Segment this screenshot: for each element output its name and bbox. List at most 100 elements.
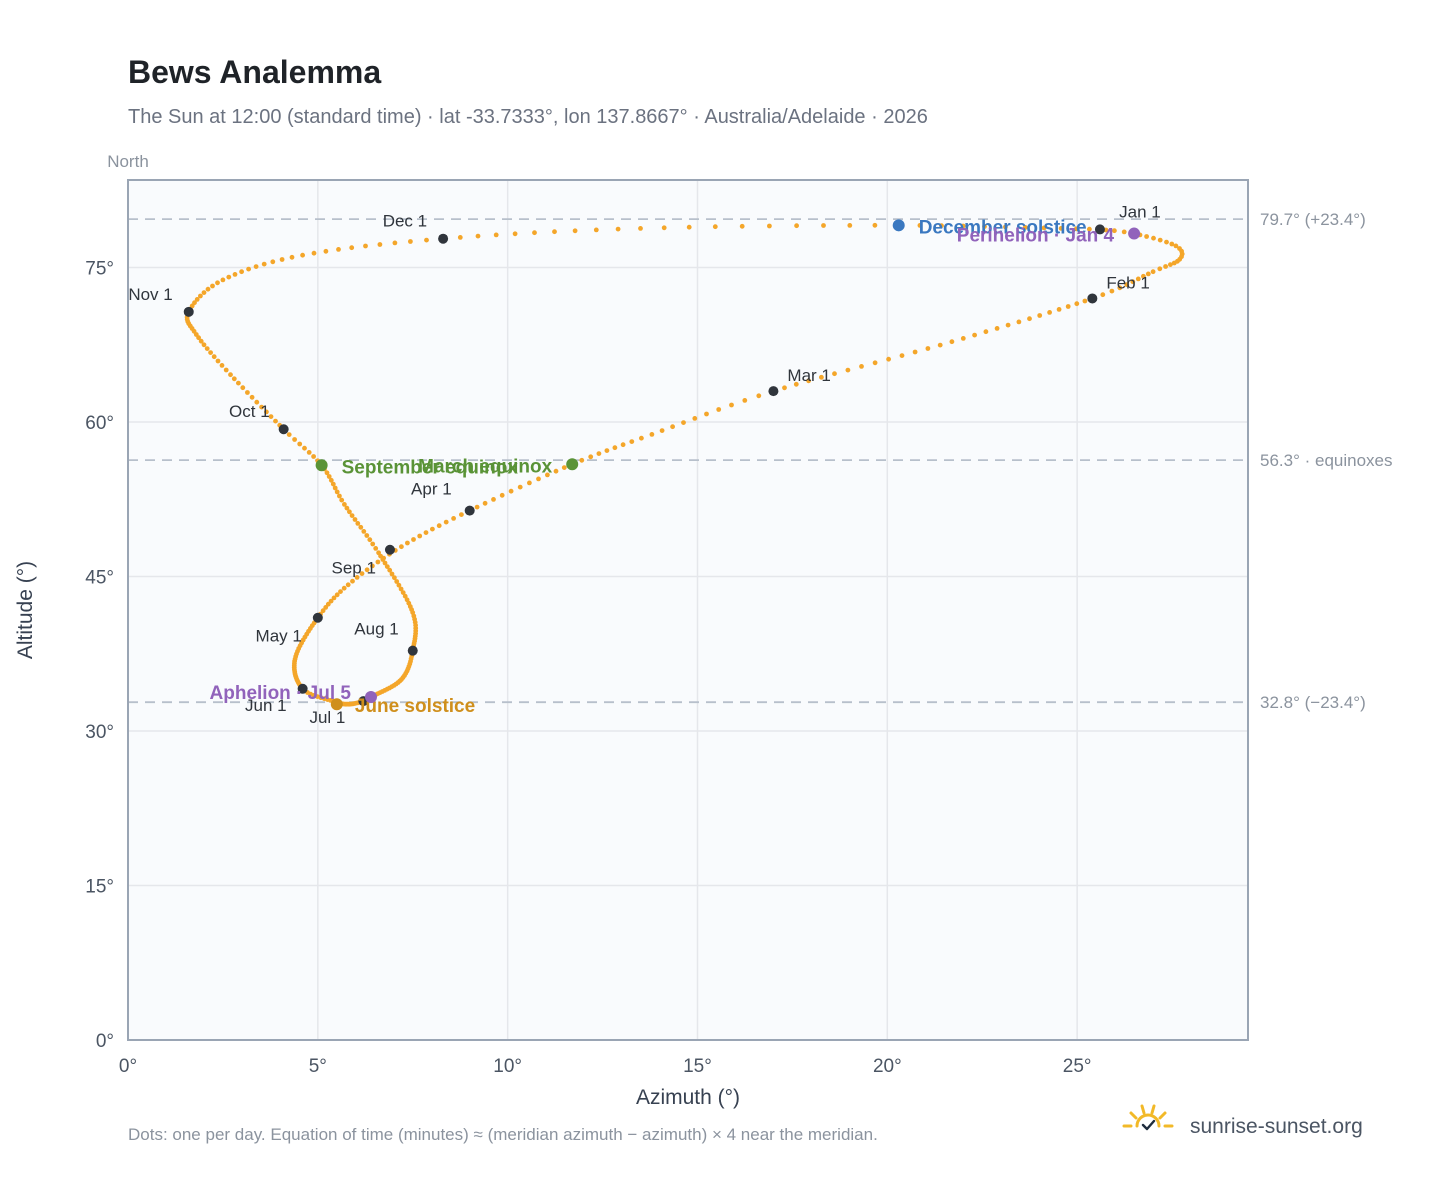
daily-dot bbox=[215, 280, 220, 286]
daily-dot bbox=[661, 225, 667, 231]
month-marker bbox=[312, 612, 323, 623]
x-tick-label: 15° bbox=[683, 1056, 712, 1077]
month-label: Oct 1 bbox=[229, 402, 270, 421]
daily-dot bbox=[859, 364, 864, 369]
daily-dot bbox=[1027, 316, 1032, 322]
daily-dot bbox=[286, 432, 292, 437]
daily-dot bbox=[373, 546, 379, 551]
daily-dot bbox=[1150, 269, 1156, 275]
daily-dot bbox=[387, 567, 393, 573]
daily-dot bbox=[436, 523, 442, 529]
x-axis-label: Azimuth (°) bbox=[636, 1086, 740, 1109]
daily-dot bbox=[192, 300, 197, 306]
daily-dot bbox=[361, 529, 367, 534]
daily-dot bbox=[375, 559, 381, 565]
daily-dot bbox=[339, 497, 345, 503]
daily-dot bbox=[1074, 301, 1080, 307]
daily-dot bbox=[1121, 229, 1127, 235]
daily-dot bbox=[349, 245, 355, 251]
daily-dot bbox=[886, 356, 891, 362]
month-marker bbox=[438, 233, 449, 244]
daily-dot bbox=[205, 286, 211, 292]
daily-dot bbox=[716, 407, 722, 412]
daily-dot bbox=[358, 524, 364, 530]
daily-dot bbox=[354, 575, 360, 580]
daily-dot bbox=[1151, 235, 1156, 241]
north-label: North bbox=[107, 152, 149, 171]
daily-dot bbox=[615, 226, 621, 232]
daily-dot bbox=[359, 571, 365, 576]
month-label: Jul 1 bbox=[309, 708, 345, 727]
daily-dot bbox=[273, 418, 278, 424]
chart-title: Bews Analemma bbox=[128, 54, 381, 90]
daily-dot bbox=[508, 488, 514, 494]
daily-dot bbox=[1074, 226, 1079, 232]
daily-dot bbox=[1144, 234, 1149, 239]
daily-dot bbox=[794, 223, 799, 229]
event-label: Aphelion · Jul 5 bbox=[210, 683, 352, 704]
daily-dot bbox=[344, 505, 350, 511]
daily-dot bbox=[756, 393, 762, 399]
daily-dot bbox=[1117, 285, 1123, 291]
daily-dot bbox=[382, 560, 388, 566]
month-label: Feb 1 bbox=[1106, 273, 1149, 292]
daily-dot bbox=[300, 252, 305, 258]
daily-dot bbox=[1145, 271, 1151, 277]
daily-dot bbox=[332, 485, 338, 491]
month-label: Nov 1 bbox=[128, 285, 172, 304]
daily-dot bbox=[872, 360, 878, 366]
daily-dot bbox=[297, 441, 303, 447]
daily-dot bbox=[380, 557, 386, 562]
daily-dot bbox=[246, 266, 252, 272]
daily-dot bbox=[326, 474, 332, 479]
daily-dot bbox=[399, 544, 404, 550]
daily-dot bbox=[845, 367, 851, 373]
daily-dot bbox=[620, 442, 626, 448]
daily-dot bbox=[499, 492, 505, 498]
daily-dot bbox=[311, 454, 316, 459]
daily-dot bbox=[459, 512, 464, 517]
daily-dot bbox=[1163, 264, 1168, 269]
daily-dot bbox=[349, 513, 355, 518]
daily-dot bbox=[364, 567, 370, 573]
daily-dot bbox=[729, 402, 734, 408]
event-marker bbox=[364, 691, 377, 704]
daily-dot bbox=[204, 346, 210, 351]
event-marker bbox=[1128, 227, 1141, 240]
brand-name: sunrise-sunset.org bbox=[1190, 1115, 1363, 1138]
daily-dot bbox=[579, 457, 585, 463]
y-tick-label: 60° bbox=[85, 413, 114, 434]
daily-dot bbox=[239, 269, 245, 275]
daily-dot bbox=[394, 579, 400, 584]
y-axis-label: Altitude (°) bbox=[14, 561, 37, 659]
daily-dot bbox=[367, 537, 373, 543]
daily-dot bbox=[264, 409, 269, 415]
daily-dot bbox=[198, 293, 203, 299]
daily-dot bbox=[201, 290, 207, 295]
daily-dot bbox=[612, 445, 618, 451]
daily-dot bbox=[325, 601, 331, 607]
daily-dot bbox=[228, 372, 233, 378]
x-tick-label: 25° bbox=[1063, 1056, 1092, 1077]
daily-dot bbox=[899, 353, 905, 358]
daily-dot bbox=[223, 367, 229, 373]
daily-dot bbox=[376, 550, 381, 556]
daily-dot bbox=[1164, 239, 1169, 245]
month-label: Dec 1 bbox=[383, 212, 427, 231]
daily-dot bbox=[1041, 225, 1047, 231]
daily-dot bbox=[289, 254, 295, 260]
daily-dot bbox=[527, 480, 532, 486]
daily-dot bbox=[194, 297, 200, 302]
daily-dot bbox=[819, 374, 824, 380]
axis-ticks: 0° 5° 10° 15° 20° 25° 0° 15° 30° 45° 60° 75° bbox=[85, 259, 1091, 1077]
daily-dot bbox=[208, 350, 214, 355]
daily-dot bbox=[1141, 273, 1146, 279]
reference-line-label: 79.7° (+23.4°) bbox=[1260, 210, 1366, 229]
event-marker bbox=[315, 459, 328, 472]
daily-dot bbox=[1124, 282, 1130, 287]
reference-lines: 79.7° (+23.4°) 56.3° · equinoxes 32.8° (−2… bbox=[128, 210, 1393, 712]
daily-dot bbox=[400, 590, 406, 595]
daily-dot bbox=[311, 250, 317, 256]
daily-dot bbox=[345, 582, 351, 588]
month-label: May 1 bbox=[256, 627, 302, 646]
